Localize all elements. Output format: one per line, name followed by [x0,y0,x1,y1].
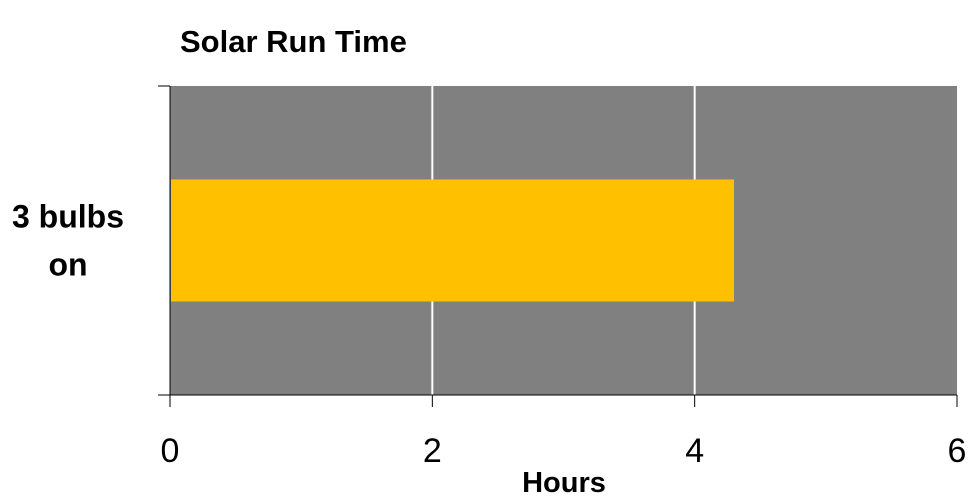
labels: 0 2 4 6 3 bulbs on [12,199,966,471]
axes [158,85,958,407]
category-label: on [48,247,87,283]
x-tick-label-0: 0 [161,432,180,470]
x-tick-label-2: 2 [423,432,442,470]
x-tick-label-6: 6 [948,432,967,470]
category-label: 3 bulbs [12,199,124,235]
bar-0 [171,179,735,302]
chart-title: Solar Run Time [180,24,407,59]
bars [171,179,735,302]
x-tick-label-4: 4 [685,432,704,470]
x-axis-title: Hours [522,467,606,497]
